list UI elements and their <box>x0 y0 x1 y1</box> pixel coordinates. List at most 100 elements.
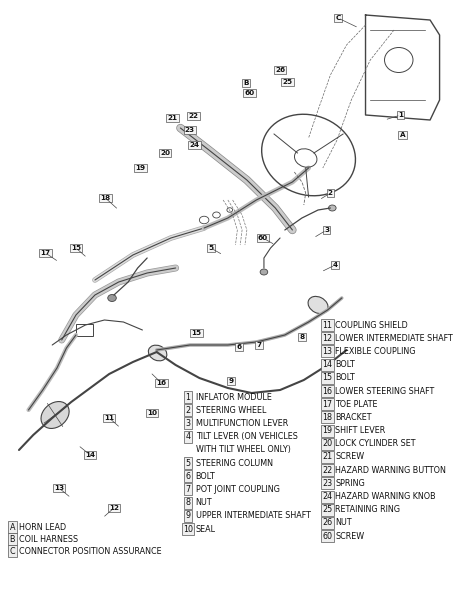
Text: B: B <box>243 80 249 86</box>
Text: 10: 10 <box>183 525 193 533</box>
Text: 14: 14 <box>85 452 95 458</box>
Text: RETAINING RING: RETAINING RING <box>335 506 400 514</box>
Text: 14: 14 <box>322 360 333 369</box>
Text: LOWER STEERING SHAFT: LOWER STEERING SHAFT <box>335 386 434 395</box>
Ellipse shape <box>260 269 268 275</box>
Text: BOLT: BOLT <box>335 360 355 369</box>
Text: 7: 7 <box>185 485 191 494</box>
Text: 26: 26 <box>322 518 333 528</box>
Text: 22: 22 <box>189 113 199 119</box>
Text: 3: 3 <box>185 419 191 428</box>
Text: 1: 1 <box>185 392 191 402</box>
Text: FLEXIBLE COUPLING: FLEXIBLE COUPLING <box>335 347 416 356</box>
Text: 23: 23 <box>322 479 333 488</box>
Text: 19: 19 <box>322 426 333 435</box>
Text: 23: 23 <box>185 127 195 133</box>
Text: A: A <box>9 523 15 531</box>
Text: 8: 8 <box>185 498 191 507</box>
Text: C: C <box>335 15 341 21</box>
Text: 9: 9 <box>228 378 233 384</box>
Text: 12: 12 <box>109 505 119 511</box>
Text: 10: 10 <box>147 410 157 416</box>
Text: 4: 4 <box>333 262 337 268</box>
Text: MULTIFUNCTION LEVER: MULTIFUNCTION LEVER <box>196 419 288 428</box>
Text: 60: 60 <box>322 532 333 541</box>
Text: 22: 22 <box>322 466 333 475</box>
Text: 60: 60 <box>245 90 255 96</box>
Ellipse shape <box>148 345 167 361</box>
Text: UPPER INTERMEDIATE SHAFT: UPPER INTERMEDIATE SHAFT <box>196 511 310 520</box>
Text: SCREW: SCREW <box>335 532 365 541</box>
Text: B: B <box>9 534 15 544</box>
Text: HORN LEAD: HORN LEAD <box>19 523 66 531</box>
Text: NUT: NUT <box>335 518 352 528</box>
Text: WITH TILT WHEEL ONLY): WITH TILT WHEEL ONLY) <box>196 445 291 454</box>
Text: 25: 25 <box>283 79 293 85</box>
Text: LOWER INTERMEDIATE SHAFT: LOWER INTERMEDIATE SHAFT <box>335 334 453 343</box>
Text: 15: 15 <box>191 330 201 336</box>
Ellipse shape <box>328 205 336 211</box>
Text: 11: 11 <box>322 320 333 330</box>
Text: COIL HARNESS: COIL HARNESS <box>19 534 78 544</box>
Text: POT JOINT COUPLING: POT JOINT COUPLING <box>196 485 280 494</box>
Text: 12: 12 <box>322 334 333 343</box>
Text: 21: 21 <box>168 115 178 121</box>
Text: 20: 20 <box>160 150 170 156</box>
Text: 11: 11 <box>104 415 114 421</box>
Text: BRACKET: BRACKET <box>335 413 372 422</box>
Text: 18: 18 <box>100 195 110 201</box>
Text: 24: 24 <box>190 142 200 148</box>
Ellipse shape <box>108 295 116 301</box>
Text: 17: 17 <box>41 250 51 256</box>
Text: COUPLING SHIELD: COUPLING SHIELD <box>335 320 408 330</box>
Text: C: C <box>9 547 15 555</box>
Text: HAZARD WARNING BUTTON: HAZARD WARNING BUTTON <box>335 466 446 475</box>
Text: SHIFT LEVER: SHIFT LEVER <box>335 426 385 435</box>
Text: 13: 13 <box>322 347 333 356</box>
Text: 6: 6 <box>237 344 242 350</box>
Bar <box>76 324 93 336</box>
Text: STEERING COLUMN: STEERING COLUMN <box>196 459 273 467</box>
Text: 15: 15 <box>322 373 333 383</box>
Text: 8: 8 <box>300 334 304 340</box>
Text: BOLT: BOLT <box>335 373 355 383</box>
Text: 25: 25 <box>322 506 333 514</box>
Text: TOE PLATE: TOE PLATE <box>335 400 378 409</box>
Text: 2: 2 <box>328 190 333 196</box>
Text: 4: 4 <box>185 432 191 441</box>
Text: 21: 21 <box>322 453 333 461</box>
Text: NUT: NUT <box>196 498 212 507</box>
Text: 9: 9 <box>185 511 191 520</box>
Text: 1: 1 <box>398 112 403 118</box>
Text: TILT LEVER (ON VEHICLES: TILT LEVER (ON VEHICLES <box>196 432 298 441</box>
Text: 3: 3 <box>324 227 329 233</box>
Text: SEAL: SEAL <box>196 525 216 533</box>
Text: BOLT: BOLT <box>196 472 215 481</box>
Text: LOCK CYLINDER SET: LOCK CYLINDER SET <box>335 439 416 448</box>
Text: STEERING WHEEL: STEERING WHEEL <box>196 406 266 415</box>
Text: 18: 18 <box>322 413 333 422</box>
Text: INFLATOR MODULE: INFLATOR MODULE <box>196 392 272 402</box>
Text: 13: 13 <box>54 485 64 491</box>
Text: 2: 2 <box>185 406 191 415</box>
Text: A: A <box>400 132 405 138</box>
Text: 15: 15 <box>71 245 81 251</box>
Text: 26: 26 <box>275 67 285 73</box>
Text: 19: 19 <box>136 165 146 171</box>
Text: 5: 5 <box>185 459 191 467</box>
Text: 7: 7 <box>257 342 262 348</box>
Text: SCREW: SCREW <box>335 453 365 461</box>
Ellipse shape <box>41 402 69 429</box>
Text: HAZARD WARNING KNOB: HAZARD WARNING KNOB <box>335 492 436 501</box>
Text: 6: 6 <box>185 472 191 481</box>
Text: SPRING: SPRING <box>335 479 365 488</box>
Text: 5: 5 <box>208 245 213 251</box>
Ellipse shape <box>308 296 328 314</box>
Text: 17: 17 <box>322 400 333 409</box>
Text: 24: 24 <box>322 492 333 501</box>
Text: 60: 60 <box>258 235 268 241</box>
Text: 16: 16 <box>322 386 333 395</box>
Text: 16: 16 <box>156 380 166 386</box>
Text: CONNECTOR POSITION ASSURANCE: CONNECTOR POSITION ASSURANCE <box>19 547 162 555</box>
Text: 20: 20 <box>322 439 333 448</box>
